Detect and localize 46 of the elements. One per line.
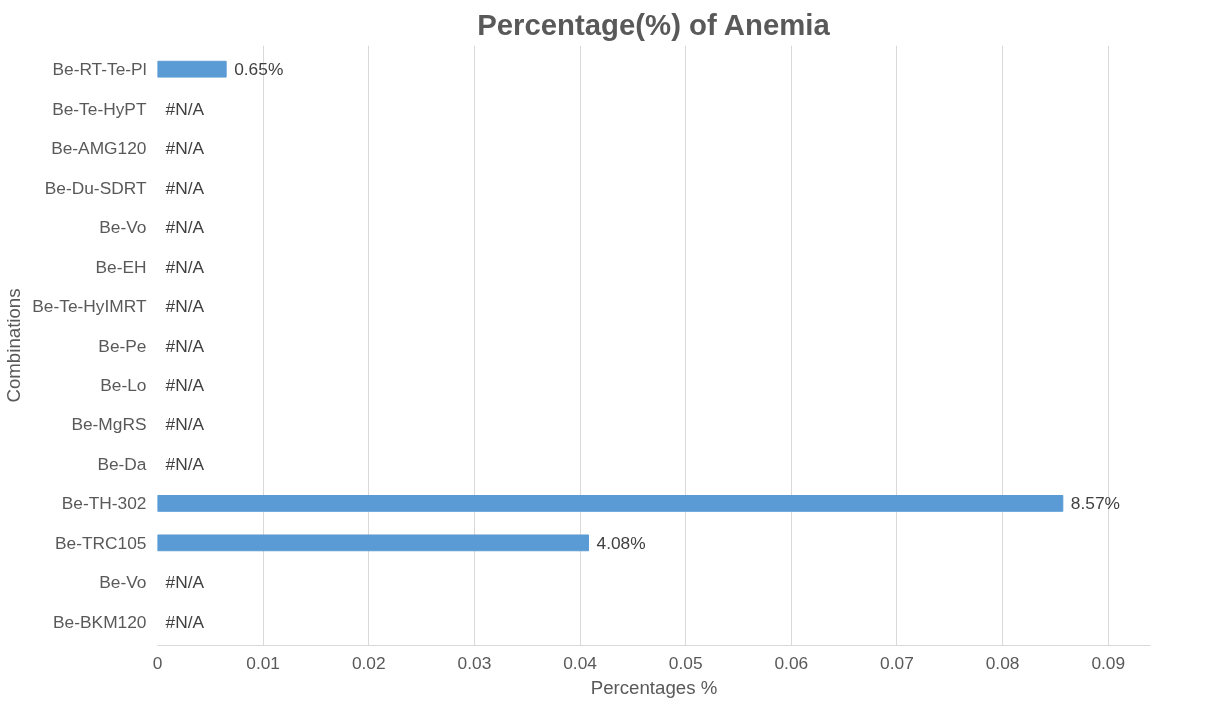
y-tick-label: Be-Te-HyIMRT [32,296,147,317]
text: #N/A [165,177,205,198]
y-tick-label: Be-BKM120 [53,611,147,632]
text: #N/A [165,256,205,277]
text: #N/A [165,611,205,632]
x-tick-label: 0 [152,652,163,673]
y-tick-label: Be-Pe [98,335,147,356]
text: #N/A [165,138,205,159]
y-tick-label: Be-Te-HyPT [52,98,147,119]
y-tick-label: Be-Vo [99,572,147,593]
y-tick-label: Be-RT-Te-Pl [52,59,147,80]
x-tick-label: 0.02 [351,652,386,673]
y-tick-label: Be-AMG120 [51,138,147,159]
text: #N/A [165,453,205,474]
bar [157,495,1064,512]
x-tick-label: 0.06 [774,652,809,673]
text: #N/A [165,296,205,317]
y-tick-label: Be-Vo [99,217,147,238]
bar [157,534,589,552]
data-label: 8.57% [1070,493,1120,514]
text: #N/A [165,335,205,356]
x-axis-title: Percentages % [590,676,718,698]
text: #N/A [165,217,205,238]
y-tick-label: Be-Da [97,453,147,474]
y-tick-label: Be-MgRS [71,414,147,435]
x-tick-label: 0.05 [668,652,703,673]
chart-title: Percentage(%) of Anemia [477,7,831,41]
y-tick-label: Be-TH-302 [61,493,147,514]
y-tick-label: Be-Lo [100,374,147,395]
text: #N/A [165,572,205,593]
x-tick-label: 0.04 [563,652,598,673]
y-axis-title: Combinations [3,288,25,403]
x-tick-label: 0.07 [880,652,914,673]
text: #N/A [165,414,205,435]
y-tick-label: Be-Du-SDRT [44,177,147,198]
data-label: 4.08% [596,532,646,553]
text: #N/A [165,374,205,395]
x-tick-label: 0.03 [457,652,492,673]
data-label: 0.65% [234,59,284,80]
x-tick-label: 0.08 [985,652,1020,673]
bar [157,60,227,78]
y-tick-label: Be-EH [95,256,147,277]
x-tick-label: 0.09 [1091,652,1126,673]
text: #N/A [165,98,205,119]
x-tick-label: 0.01 [246,652,281,673]
y-tick-label: Be-TRC105 [55,532,147,553]
